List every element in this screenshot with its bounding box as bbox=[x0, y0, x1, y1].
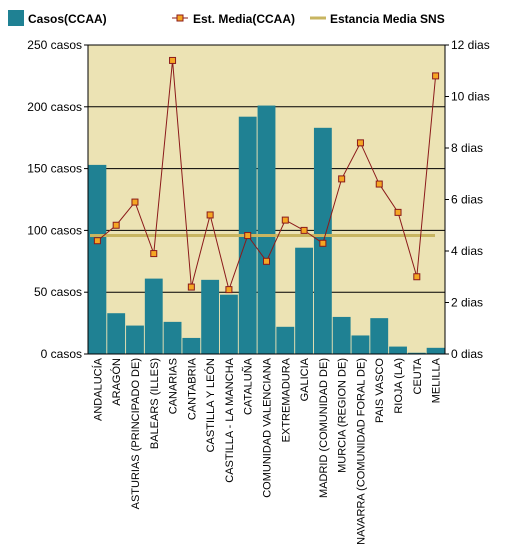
bar-16 bbox=[389, 346, 407, 354]
estancia-point-3 bbox=[150, 250, 158, 258]
left-tick-label: 50 casos bbox=[34, 285, 82, 299]
estancia-point-12 bbox=[319, 239, 327, 247]
bar-11 bbox=[295, 247, 314, 354]
bar-1 bbox=[107, 313, 126, 354]
category-label: MELILLA bbox=[431, 357, 443, 403]
category-label: GALICIA bbox=[299, 357, 311, 401]
left-tick-label: 100 casos bbox=[27, 223, 82, 237]
bar-6 bbox=[201, 279, 220, 354]
category-label: CANTABRIA bbox=[186, 357, 198, 420]
estancia-point-15 bbox=[375, 180, 383, 188]
legend-label-sns: Estancia Media SNS bbox=[330, 12, 445, 26]
category-label: CANARIAS bbox=[168, 358, 180, 414]
category-label: MADRID (COMUNIDAD DE) bbox=[318, 358, 330, 498]
left-axis-ticks: 0 casos 50 casos 100 casos 150 casos 200 cas… bbox=[27, 38, 88, 361]
legend-label-estancia: Est. Media(CCAA) bbox=[193, 12, 295, 26]
estancia-point-1 bbox=[112, 221, 120, 229]
category-label: BALEARS (ILLES) bbox=[149, 358, 161, 449]
estancia-point-18 bbox=[432, 72, 440, 80]
right-tick-label: 12 dias bbox=[451, 38, 490, 52]
category-label: COMUNIDAD VALENCIANA bbox=[262, 357, 274, 497]
category-label: CASTILLA - LA MANCHA bbox=[224, 357, 236, 482]
category-label: CASTILLA Y LEÓN bbox=[204, 358, 217, 452]
right-tick-label: 10 dias bbox=[451, 90, 490, 104]
right-tick-label: 2 dias bbox=[451, 296, 483, 310]
estancia-point-6 bbox=[206, 211, 214, 219]
estancia-point-7 bbox=[225, 286, 233, 294]
category-label: ANDALUCÍA bbox=[91, 357, 104, 421]
estancia-point-9 bbox=[263, 257, 270, 265]
estancia-point-4 bbox=[169, 56, 177, 64]
legend-swatch-estancia-marker bbox=[176, 14, 184, 22]
right-tick-label: 6 dias bbox=[451, 193, 483, 207]
left-tick-label: 150 casos bbox=[27, 162, 82, 176]
bar-13 bbox=[332, 316, 351, 354]
right-tick-label: 4 dias bbox=[451, 244, 483, 258]
bar-14 bbox=[351, 335, 370, 354]
right-tick-label: 8 dias bbox=[451, 141, 483, 155]
estancia-point-8 bbox=[244, 232, 252, 240]
plot-frame bbox=[87, 44, 446, 355]
category-label: RIOJA (LA) bbox=[393, 358, 405, 414]
right-axis-ticks: 0 dias 2 dias 4 dias 6 dias 8 dias 10 dias 12 … bbox=[445, 38, 490, 361]
category-label: EXTREMADURA bbox=[280, 357, 292, 442]
left-tick-label: 200 casos bbox=[27, 100, 82, 114]
category-label: NAVARRA (COMUNIDAD FORAL DE) bbox=[355, 358, 367, 545]
legend-label-casos: Casos(CCAA) bbox=[28, 12, 107, 26]
bar-3 bbox=[144, 278, 163, 354]
category-label: CATALUÑA bbox=[242, 357, 255, 415]
bar-7 bbox=[219, 294, 238, 354]
estancia-point-14 bbox=[356, 139, 364, 147]
legend: Casos(CCAA) Est. Media(CCAA) Estancia Me… bbox=[8, 10, 445, 26]
bar-17 bbox=[407, 352, 426, 354]
bars-casos bbox=[88, 105, 445, 355]
bar-10 bbox=[276, 326, 295, 354]
left-tick-label: 250 casos bbox=[27, 38, 82, 52]
bar-15 bbox=[370, 318, 389, 354]
bar-4 bbox=[163, 321, 182, 354]
category-label: CEUTA bbox=[412, 357, 424, 394]
bar-18 bbox=[426, 347, 445, 354]
estancia-point-5 bbox=[187, 283, 195, 291]
category-label: MURCIA (REGION DE) bbox=[337, 358, 349, 473]
category-label: ARAGÓN bbox=[110, 358, 123, 406]
left-tick-label: 0 casos bbox=[41, 347, 82, 361]
category-label: PAIS VASCO bbox=[374, 358, 386, 423]
category-label: ASTURIAS (PRINCIPADO DE) bbox=[130, 358, 142, 509]
line-estancia bbox=[93, 56, 440, 294]
estancia-point-10 bbox=[281, 216, 289, 224]
bar-9 bbox=[257, 105, 276, 355]
estancia-point-17 bbox=[413, 273, 421, 281]
bar-2 bbox=[126, 325, 144, 354]
estancia-point-11 bbox=[300, 226, 308, 234]
right-tick-label: 0 dias bbox=[451, 347, 483, 361]
estancia-point-2 bbox=[131, 198, 139, 206]
legend-swatch-casos bbox=[8, 10, 24, 26]
bar-5 bbox=[182, 337, 201, 354]
estancia-point-0 bbox=[93, 237, 101, 245]
bar-0 bbox=[88, 164, 107, 354]
estancia-point-13 bbox=[338, 175, 346, 183]
category-labels: ANDALUCÍA ARAGÓN ASTURIAS (PRINCIPADO DE) B… bbox=[91, 357, 442, 544]
estancia-point-16 bbox=[394, 208, 402, 216]
